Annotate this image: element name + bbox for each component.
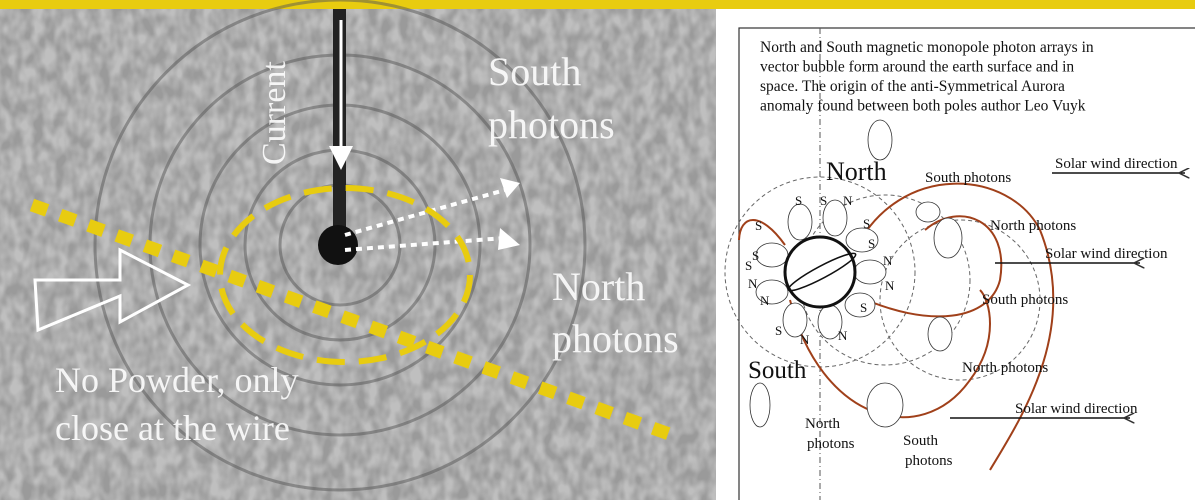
wire-end — [318, 225, 358, 265]
caption-line: space. The origin of the anti-Symmetrica… — [760, 78, 1065, 95]
petals — [749, 119, 963, 428]
field-lines — [738, 182, 1055, 471]
north-photons-label: photons — [552, 316, 679, 361]
photon-arrowheads — [498, 178, 520, 250]
diagram-label: North photons — [990, 218, 1076, 234]
pole-letter: S — [752, 248, 759, 263]
diagram: North and South magnetic monopole photon… — [724, 27, 1195, 500]
yellow-line — [29, 198, 675, 442]
diagram-label: Solar wind direction — [1055, 156, 1178, 172]
globe — [783, 235, 857, 309]
pole-letter: S — [745, 258, 752, 273]
note-label: No Powder, only — [55, 360, 299, 400]
diagram-label: North photons — [962, 360, 1048, 376]
hollow-arrow — [33, 247, 192, 333]
north-photons-label: North — [552, 264, 645, 309]
wind-arrows — [950, 173, 1185, 418]
south-photons-label: photons — [488, 102, 615, 147]
note-label: close at the wire — [55, 408, 290, 448]
diagram-label: North — [805, 416, 840, 432]
top-bar — [0, 0, 1195, 9]
diagram-label: Solar wind direction — [1015, 401, 1138, 417]
pole-letter: S — [775, 323, 782, 338]
pole-letter: S — [868, 236, 875, 251]
current-label: Current — [256, 61, 293, 165]
pole-letter: N — [748, 276, 758, 291]
pole-letter: N — [838, 328, 848, 343]
diagram-label: South photons — [982, 292, 1068, 308]
caption-line: anomaly found between both poles author … — [760, 98, 1086, 115]
pole-letter: S — [820, 193, 827, 208]
pole-letter: N — [800, 332, 810, 347]
diagram-label: South — [903, 433, 939, 449]
pole-letter: N — [843, 193, 853, 208]
caption-line: North and South magnetic monopole photon… — [760, 39, 1094, 56]
pole-letter: N — [883, 253, 893, 268]
pole-letter: S — [795, 193, 802, 208]
photo: Current South photons North photons No P… — [0, 0, 716, 500]
north-label: North — [826, 157, 887, 186]
pole-letter: S — [863, 216, 870, 231]
photon-arrows — [344, 188, 506, 252]
diagram-label: photons — [905, 453, 953, 469]
diagram-label: South photons — [925, 170, 1011, 186]
pole-letter: N — [885, 278, 895, 293]
diagram-label: photons — [807, 436, 855, 452]
diagram-label: Solar wind direction — [1045, 246, 1168, 262]
yellow-ellipse — [217, 185, 473, 365]
pole-letter: S — [755, 218, 762, 233]
south-label: South — [748, 357, 807, 384]
south-photons-label: South — [488, 49, 581, 94]
equator — [787, 252, 857, 292]
pole-letter: N — [760, 293, 770, 308]
pole-letter: S — [860, 300, 867, 315]
caption-line: vector bubble form around the earth surf… — [760, 59, 1074, 76]
